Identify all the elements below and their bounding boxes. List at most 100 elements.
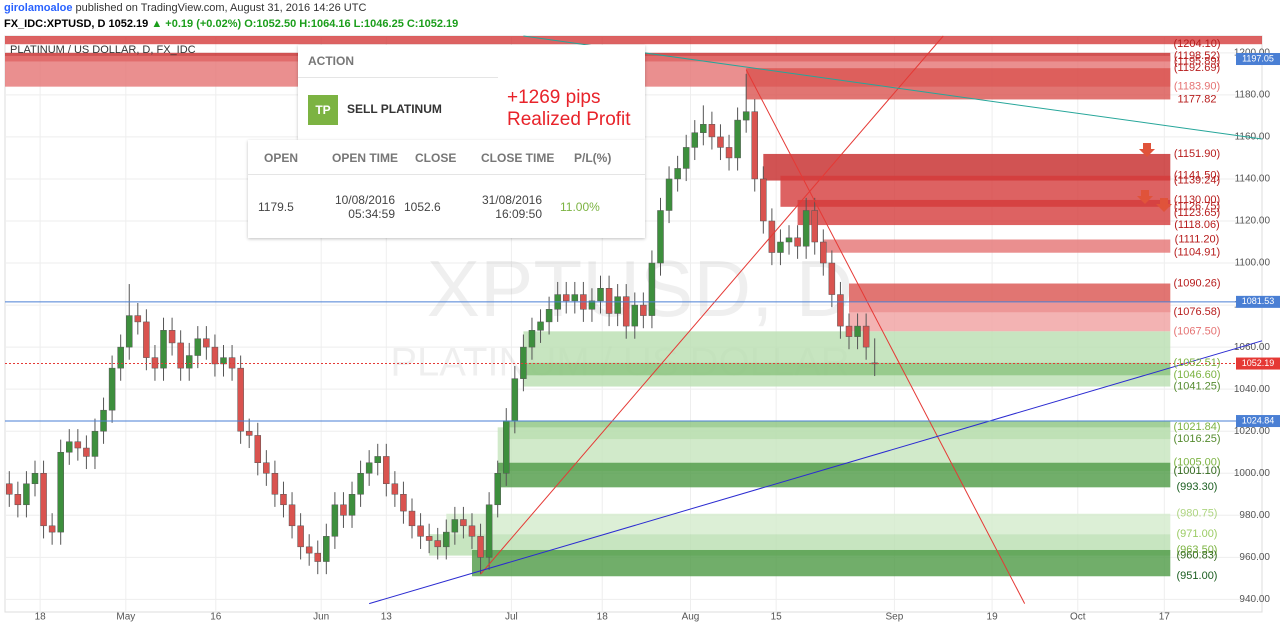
header-quote: FX_IDC:XPTUSD, D 1052.19 ▲ +0.19 (+0.02%…: [4, 18, 458, 30]
candle-body: [640, 304, 647, 316]
price-label: (1130.00): [1174, 194, 1220, 206]
candle-body: [280, 494, 287, 506]
candle-body: [468, 525, 476, 537]
price-label: (1067.50): [1173, 325, 1220, 337]
candle-body: [477, 536, 484, 558]
candle-body: [528, 330, 536, 348]
candle-body: [74, 441, 82, 449]
price-label: (1204.10): [1173, 38, 1220, 50]
candle-body: [365, 462, 373, 474]
price-label: (1123.65): [1174, 207, 1220, 219]
axis-tag-label: 1197.05: [1242, 53, 1274, 63]
candle-body: [794, 237, 801, 247]
axis-tag: [1236, 295, 1280, 308]
price-label: (1052.51): [1173, 357, 1220, 369]
change: ▲ +0.19 (+0.02%): [151, 18, 242, 30]
zone: [523, 331, 1171, 387]
candle-body: [494, 473, 501, 506]
price-label: (1195.89): [1174, 55, 1220, 67]
candle-body: [820, 241, 827, 264]
candle-body: [151, 357, 159, 369]
y-tick-label: 1120.00: [1235, 216, 1271, 227]
candle-body: [768, 220, 776, 253]
price-label: (980.75): [1177, 508, 1218, 520]
candle-body: [545, 309, 553, 323]
candle-body: [31, 473, 39, 485]
candle-body: [717, 136, 724, 148]
candle-body: [734, 119, 741, 159]
divider: [248, 174, 645, 175]
column-header: CLOSE: [415, 151, 457, 165]
candle-body: [725, 147, 733, 159]
candle-body: [785, 237, 793, 243]
x-tick-label: 15: [771, 612, 783, 623]
candle-body: [665, 178, 673, 211]
candle-body: [245, 430, 253, 436]
candle-body: [297, 525, 304, 548]
watermark: XPTUSD, D: [427, 244, 854, 333]
published: published on TradingView.com, August 31,…: [75, 2, 367, 14]
candle-body: [271, 473, 279, 495]
price-label: (1198.52): [1174, 50, 1220, 62]
candle-body: [314, 552, 322, 562]
candle-body: [682, 147, 690, 169]
candle-body: [254, 435, 262, 463]
candle-body: [340, 504, 347, 516]
action: SELL PLATINUM: [347, 102, 442, 116]
axis-tag-label: 1024.84: [1242, 415, 1275, 425]
action-panel: ACTION TP SELL PLATINUM +1269 pips Reali…: [298, 45, 645, 140]
candle-body: [845, 325, 853, 337]
candle-body: [417, 525, 424, 537]
x-tick-label: 13: [381, 612, 393, 623]
candle-body: [562, 294, 570, 302]
candle-body: [700, 124, 707, 133]
price-label: (1001.10): [1173, 465, 1220, 477]
candle-body: [674, 168, 681, 180]
pips: +1269 pips: [507, 87, 601, 108]
zone: [797, 199, 1171, 226]
cell: 10/08/2016 05:34:59: [334, 193, 395, 221]
y-tick-label: 1020.00: [1234, 426, 1271, 437]
candle-body: [451, 519, 459, 533]
candle-body: [742, 111, 750, 121]
candle-body: [143, 321, 150, 358]
candle-body: [571, 294, 579, 302]
column-header: P/L(%): [574, 151, 612, 165]
candle-body: [23, 483, 30, 506]
candle-body: [537, 321, 544, 331]
candle-body: [760, 178, 767, 222]
cell: 1179.5: [258, 200, 294, 214]
price-label: (1139.24): [1174, 174, 1220, 186]
section-title: ACTION: [308, 54, 354, 68]
author[interactable]: girolamoaloe: [4, 2, 73, 14]
candle-body: [134, 315, 142, 323]
x-tick-label: Jun: [313, 612, 329, 623]
divider: [298, 77, 498, 78]
badge: TP: [308, 95, 338, 125]
x-tick-label: 18: [35, 612, 47, 623]
zone: [446, 513, 1171, 535]
y-tick-label: 1100.00: [1235, 258, 1271, 269]
x-tick-label: Sep: [886, 612, 904, 623]
candle-body: [503, 420, 510, 474]
candle-body: [708, 124, 716, 138]
price-label: (1126.75): [1174, 201, 1220, 213]
cell: 1052.6: [404, 200, 441, 214]
price-label: (1090.26): [1173, 277, 1220, 289]
candle-body: [83, 447, 90, 457]
candle-body: [323, 536, 330, 562]
price-label: (1005.00): [1173, 457, 1220, 469]
candle-body: [811, 210, 818, 243]
candle-body: [194, 338, 202, 356]
zone: [5, 36, 1262, 45]
candle-body: [777, 241, 784, 253]
price-label: (1021.84): [1173, 421, 1220, 433]
price-label: (1041.25): [1173, 380, 1220, 392]
candle-body: [597, 288, 604, 302]
trend-line: [369, 340, 1263, 605]
candle-body: [485, 504, 493, 558]
candle-body: [117, 346, 124, 369]
candle-body: [357, 473, 364, 495]
candle-body: [837, 294, 844, 327]
